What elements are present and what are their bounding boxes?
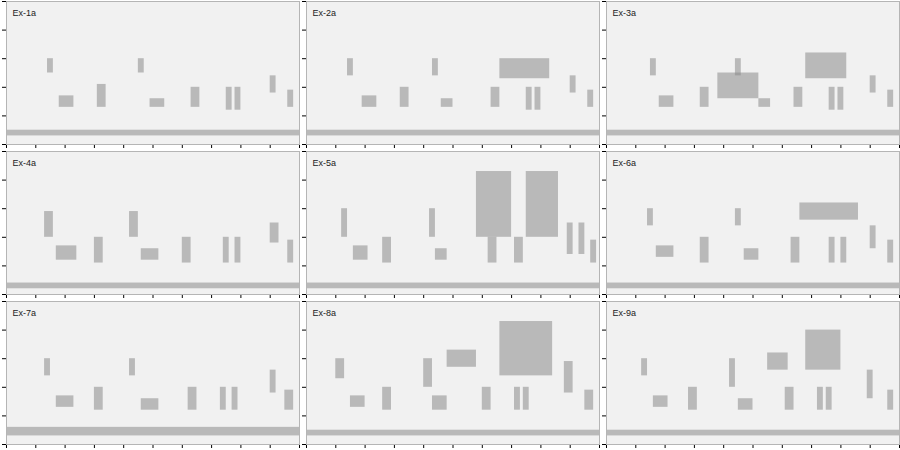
svg-text:Ex-4a: Ex-4a: [13, 158, 37, 168]
svg-text:Ex-8a: Ex-8a: [313, 308, 337, 318]
svg-text:Ex-1a: Ex-1a: [13, 8, 37, 18]
svg-text:Ex-3a: Ex-3a: [613, 8, 637, 18]
svg-text:Ex-9a: Ex-9a: [613, 308, 637, 318]
svg-text:Ex-2a: Ex-2a: [313, 8, 337, 18]
svg-text:Ex-7a: Ex-7a: [13, 308, 37, 318]
svg-text:Ex-6a: Ex-6a: [613, 158, 637, 168]
svg-text:Ex-5a: Ex-5a: [313, 158, 337, 168]
